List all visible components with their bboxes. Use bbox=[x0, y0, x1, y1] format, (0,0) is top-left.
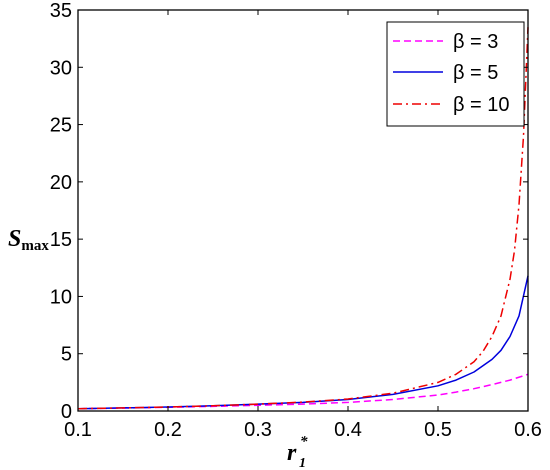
x-axis-label-sup: * bbox=[300, 434, 308, 450]
x-tick-label: 0.4 bbox=[334, 419, 362, 441]
legend: β = 3 β = 5 β = 10 bbox=[386, 21, 525, 127]
x-axis-label: r bbox=[287, 440, 297, 466]
x-tick-label: 0.1 bbox=[64, 419, 92, 441]
y-axis-label-main: S bbox=[8, 226, 21, 252]
x-tick-label: 0.3 bbox=[244, 419, 272, 441]
series-line-1 bbox=[77, 275, 529, 410]
plot-area-frame bbox=[77, 9, 529, 412]
y-axis-label: Smax bbox=[8, 226, 49, 254]
series-line-0 bbox=[77, 373, 529, 410]
y-tick-label: 5 bbox=[61, 344, 72, 366]
x-axis-label-sub: 1 bbox=[299, 456, 306, 470]
x-axis-label-main: r bbox=[287, 440, 297, 466]
series-line-2 bbox=[77, 27, 529, 410]
y-tick-label: 20 bbox=[50, 172, 72, 194]
y-tick-label: 0 bbox=[61, 401, 72, 423]
legend-box bbox=[386, 21, 525, 127]
y-axis-label-sub: max bbox=[21, 238, 49, 254]
axis-ticks: 0.1 0.2 0.3 0.4 0.5 0.6 0 5 10 15 20 25 30 35 bbox=[50, 0, 542, 441]
x-tick-label: 0.6 bbox=[514, 419, 542, 441]
legend-label-beta-5: β = 5 bbox=[453, 62, 498, 84]
x-tick-label: 0.2 bbox=[154, 419, 182, 441]
y-tick-label: 25 bbox=[50, 115, 72, 137]
y-tick-label: 10 bbox=[50, 286, 72, 308]
y-tick-label: 30 bbox=[50, 57, 72, 79]
x-tick-label: 0.5 bbox=[424, 419, 452, 441]
legend-label-beta-10: β = 10 bbox=[453, 94, 510, 116]
y-tick-label: 35 bbox=[50, 0, 72, 22]
legend-label-beta-3: β = 3 bbox=[453, 31, 498, 53]
plot-lines bbox=[77, 27, 529, 410]
y-tick-label: 15 bbox=[50, 229, 72, 251]
